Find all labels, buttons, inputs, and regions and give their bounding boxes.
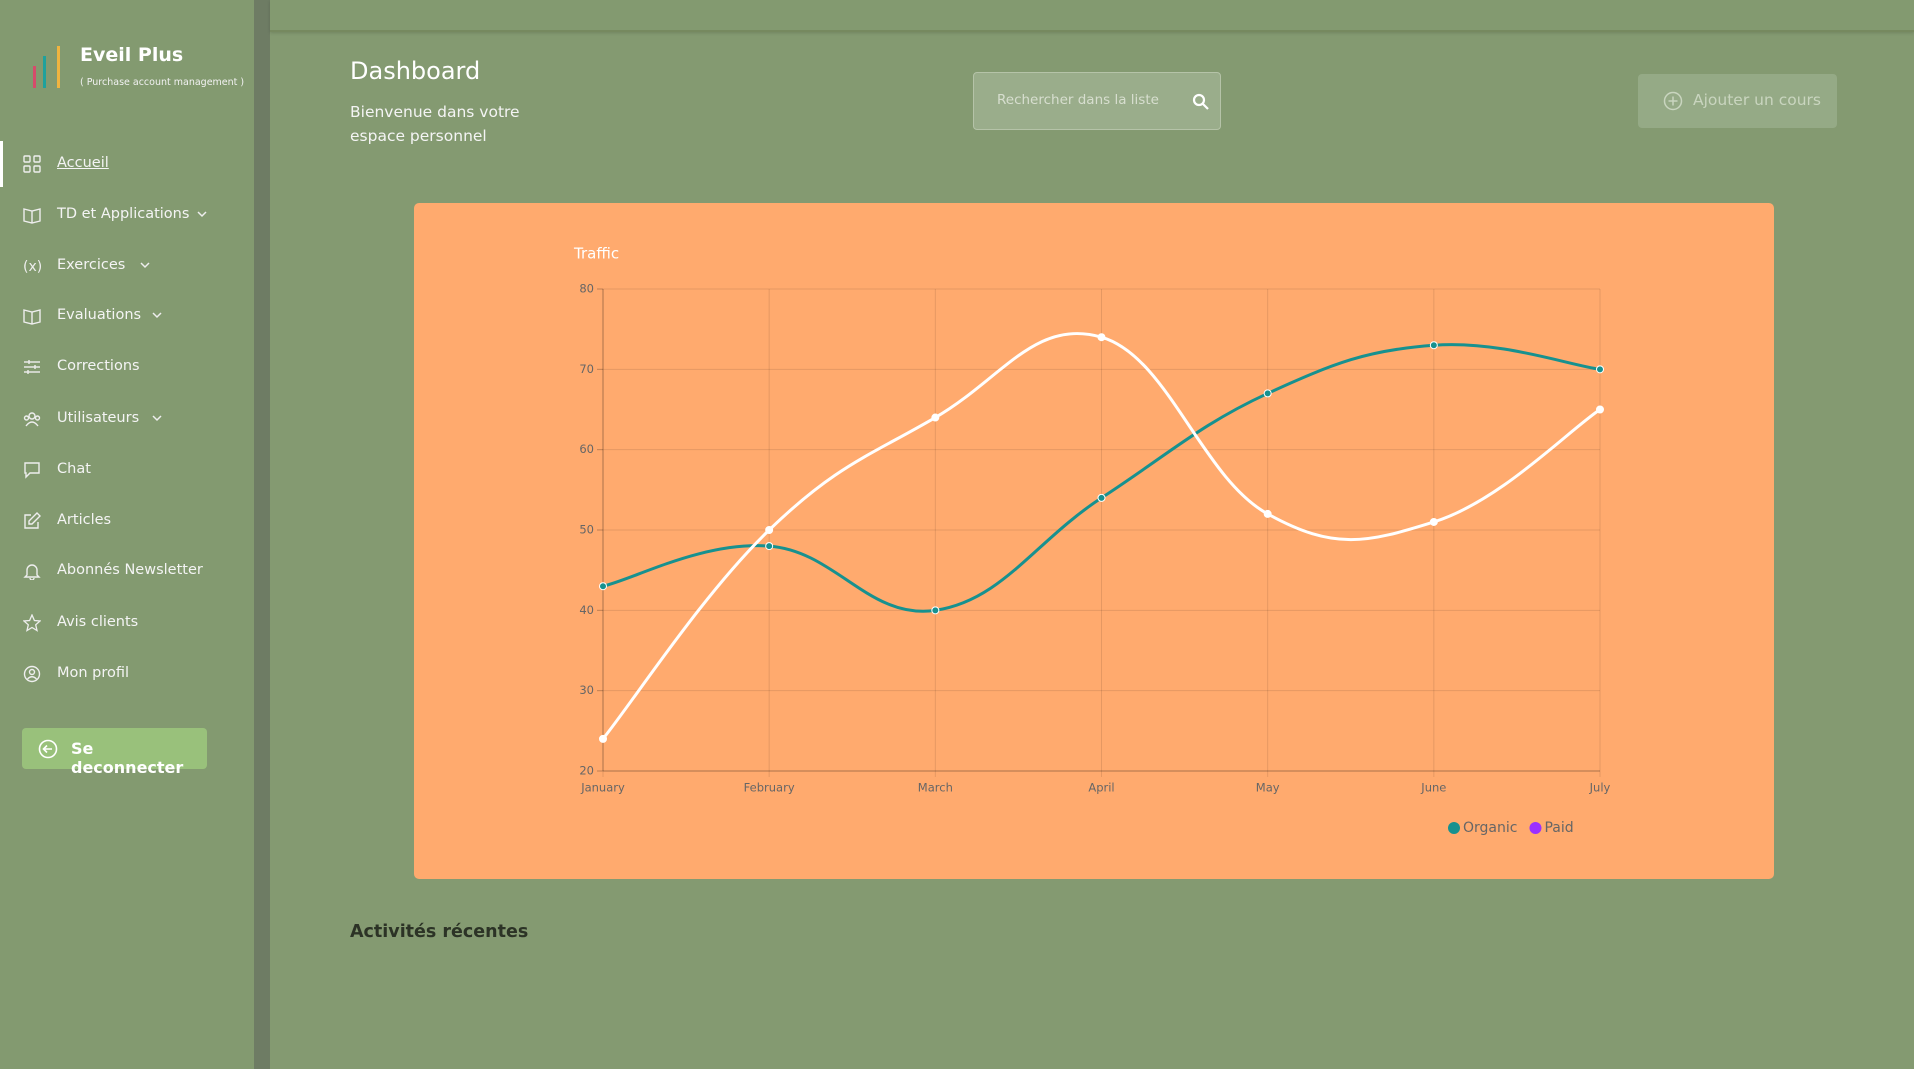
- data-point: [1097, 333, 1106, 342]
- nav-item[interactable]: TD et Applications: [0, 195, 254, 235]
- y-tick-label: 20: [579, 764, 594, 778]
- nav-item[interactable]: Chat: [0, 450, 254, 490]
- button-label[interactable]: Se deconnecter: [71, 739, 184, 777]
- data-point: [1097, 493, 1106, 502]
- tagline: ( Purchase account management ): [80, 77, 245, 88]
- top-bar: [270, 0, 1914, 32]
- legend-swatch: [1448, 822, 1460, 834]
- data-point: [599, 734, 607, 743]
- x-tick-label: April: [1088, 781, 1114, 795]
- section-title: Activités récentes: [350, 922, 529, 942]
- legend-label: Organic: [1463, 820, 1517, 836]
- brand: Eveil Plus: [80, 44, 184, 66]
- data-point: [1429, 517, 1438, 526]
- search-box[interactable]: Rechercher dans la liste: [973, 72, 1221, 130]
- search-placeholder[interactable]: Rechercher dans la liste: [997, 92, 1159, 108]
- nav-item[interactable]: Evaluations: [0, 296, 254, 336]
- sidebar-edge: [254, 0, 270, 1069]
- nav-label[interactable]: Abonnés Newsletter: [57, 562, 203, 578]
- active-indicator: [0, 141, 3, 187]
- nav-label[interactable]: Chat: [57, 461, 91, 477]
- y-tick-label: 40: [579, 603, 594, 617]
- svg-text:(x): (x): [23, 259, 42, 275]
- x-tick-label: March: [918, 781, 953, 795]
- nav-item[interactable]: Avis clients: [0, 603, 254, 643]
- nav-label[interactable]: Evaluations: [57, 307, 142, 323]
- legend-swatch: [1529, 822, 1542, 834]
- nav-item[interactable]: Mon profil: [0, 654, 254, 694]
- x-tick-label: May: [1256, 781, 1280, 795]
- data-point: [1596, 365, 1604, 374]
- nav-label[interactable]: Utilisateurs: [57, 410, 140, 426]
- nav-label[interactable]: Corrections: [57, 358, 140, 374]
- nav-item[interactable]: Accueil: [0, 144, 254, 184]
- legend-label: Paid: [1544, 820, 1573, 836]
- logo: [33, 46, 60, 88]
- chart: Traffic 20 30 40 50 60 70 80 January February Mar…: [573, 245, 1611, 837]
- data-point: [765, 542, 774, 551]
- nav-item[interactable]: Abonnés Newsletter: [0, 551, 254, 591]
- y-tick-label: 30: [579, 683, 594, 697]
- data-point: [1429, 341, 1438, 350]
- nav-label[interactable]: Accueil: [57, 155, 109, 171]
- nav-item[interactable]: Utilisateurs: [0, 399, 254, 439]
- page-subtitle: Bienvenue dans votre espace personnel: [350, 103, 520, 145]
- logout-button[interactable]: Se deconnecter: [22, 728, 207, 777]
- page-title: Dashboard: [350, 57, 481, 85]
- data-point: [1596, 405, 1604, 414]
- x-tick-label: July: [1589, 781, 1611, 795]
- sidebar: Eveil Plus ( Purchase account management…: [0, 0, 254, 1069]
- nav-item[interactable]: (x) Exercices: [0, 246, 254, 286]
- x-tick-label: February: [744, 781, 795, 795]
- x-tick-label: January: [580, 781, 625, 795]
- data-point: [931, 413, 940, 422]
- data-point: [1263, 509, 1272, 518]
- y-tick-label: 60: [579, 442, 594, 456]
- data-point: [1263, 389, 1272, 398]
- chart-card: Traffic 20 30 40 50 60 70 80 January February Mar…: [414, 203, 1774, 879]
- data-point: [599, 582, 607, 591]
- add-course-button[interactable]: Ajouter un cours: [1638, 74, 1837, 128]
- nav-label[interactable]: TD et Applications: [57, 206, 190, 222]
- y-tick-label: 50: [579, 523, 594, 537]
- nav-label[interactable]: Mon profil: [57, 665, 130, 681]
- data-point: [765, 526, 774, 534]
- chart-title: Traffic: [573, 245, 619, 263]
- button-label[interactable]: Ajouter un cours: [1693, 91, 1821, 109]
- nav-item[interactable]: Corrections: [0, 347, 254, 387]
- data-point: [931, 606, 940, 615]
- x-tick-label: June: [1420, 781, 1446, 795]
- y-tick-label: 70: [579, 362, 594, 376]
- y-tick-label: 80: [579, 282, 594, 296]
- nav-item[interactable]: Articles: [0, 501, 254, 541]
- nav-label[interactable]: Avis clients: [57, 614, 139, 630]
- nav-label[interactable]: Exercices: [57, 257, 126, 273]
- nav-label[interactable]: Articles: [57, 512, 112, 528]
